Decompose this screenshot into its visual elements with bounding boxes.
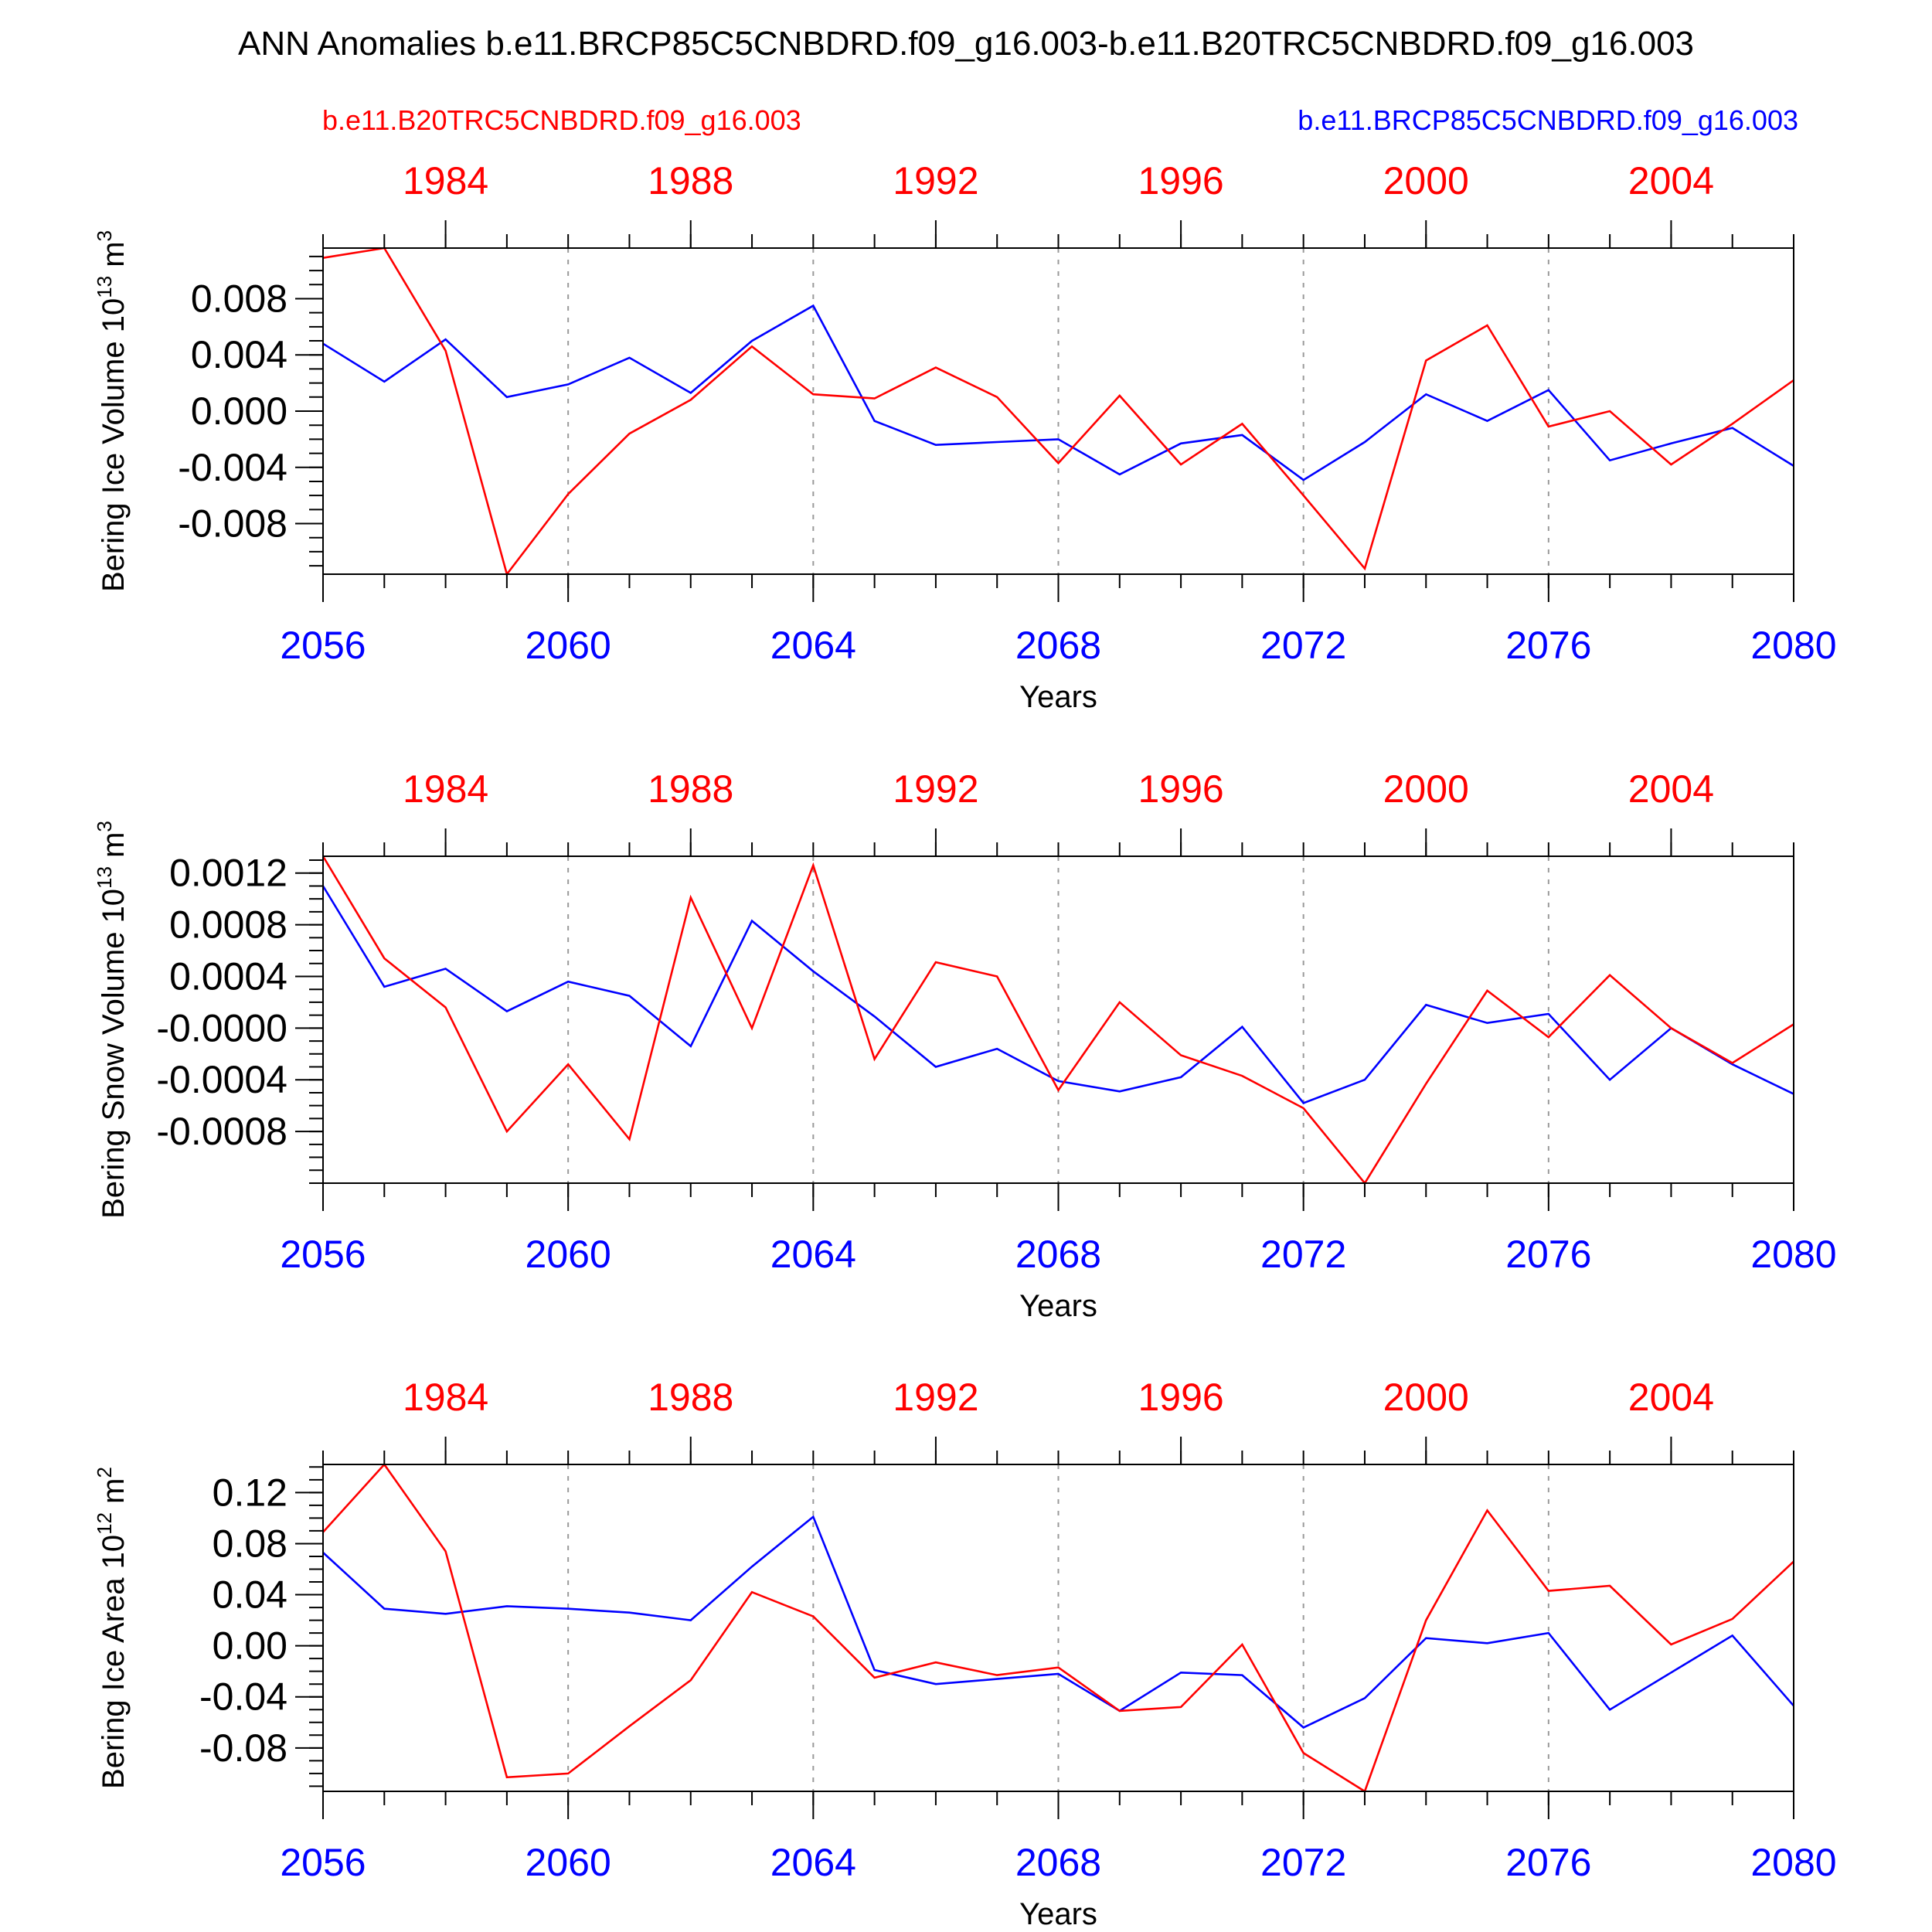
legend-rcp85: b.e11.BRCP85C5CNBDRD.f09_g16.003 bbox=[1298, 104, 1798, 136]
y-tick-label: 0.12 bbox=[213, 1471, 287, 1514]
x-tick-label: 2072 bbox=[1260, 624, 1346, 667]
x-tick-label: 2056 bbox=[280, 624, 366, 667]
y-axis-title-text: Bering Snow Volume 10 bbox=[97, 889, 131, 1219]
panel-2: 2056 2060 2064 2068 2072 2076 2080 1984 1988 1992… bbox=[93, 767, 1837, 1323]
panel-3: 2056 2060 2064 2068 2072 2076 2080 1984 1988 1992… bbox=[93, 1376, 1837, 1931]
y-tick-label: 0.004 bbox=[191, 333, 287, 376]
y-tick-label: -0.04 bbox=[199, 1675, 287, 1719]
x-tick-label: 2060 bbox=[526, 1233, 611, 1276]
y-axis-title-unit-exponent: 3 bbox=[93, 230, 116, 241]
y-tick-label: 0.0004 bbox=[169, 954, 287, 998]
x2-tick-label: 1988 bbox=[648, 767, 733, 811]
y-axis-title-exponent: 12 bbox=[93, 1512, 116, 1535]
x-tick-label: 2064 bbox=[770, 1233, 856, 1276]
x2-tick-label: 1988 bbox=[648, 159, 733, 202]
legend-historical: b.e11.B20TRC5CNBDRD.f09_g16.003 bbox=[322, 104, 801, 136]
y-tick-label: 0.08 bbox=[213, 1522, 287, 1565]
x-tick-label: 2056 bbox=[280, 1233, 366, 1276]
x-axis-title: Years bbox=[1019, 1897, 1097, 1931]
panel-1: 2056 2060 2064 2068 2072 2076 2080 1984 1988 1992… bbox=[93, 159, 1837, 714]
x2-tick-label: 1984 bbox=[403, 767, 488, 811]
x2-tick-label: 1996 bbox=[1138, 1376, 1223, 1419]
x-tick-label: 2068 bbox=[1015, 1233, 1101, 1276]
x-tick-label: 2080 bbox=[1750, 1841, 1836, 1884]
x2-tick-label: 2004 bbox=[1628, 767, 1714, 811]
x-tick-label: 2064 bbox=[770, 624, 856, 667]
y-tick-label: 0.008 bbox=[191, 277, 287, 320]
x2-tick-label: 2000 bbox=[1383, 159, 1469, 202]
x2-tick-label: 1992 bbox=[893, 159, 978, 202]
x-tick-label: 2056 bbox=[280, 1841, 366, 1884]
y-tick-label: 0.0012 bbox=[169, 852, 287, 895]
x-tick-label: 2060 bbox=[526, 1841, 611, 1884]
x-tick-label: 2080 bbox=[1750, 624, 1836, 667]
y-axis-title: Bering Ice Volume 1013 m3 bbox=[93, 230, 131, 592]
x-axis-title: Years bbox=[1019, 1289, 1097, 1323]
y-tick-label: 0.000 bbox=[191, 389, 287, 433]
x-tick-label: 2076 bbox=[1505, 1841, 1591, 1884]
x2-tick-label: 2000 bbox=[1383, 1376, 1469, 1419]
y-axis-title-unit: m bbox=[97, 241, 131, 275]
series-line-historical bbox=[321, 855, 1794, 1185]
x2-tick-label: 2004 bbox=[1628, 159, 1714, 202]
x-tick-label: 2064 bbox=[770, 1841, 856, 1884]
series-line-rcp85 bbox=[322, 1515, 1794, 1729]
x2-tick-label: 1992 bbox=[893, 1376, 978, 1419]
y-axis-title-text: Bering Ice Volume 10 bbox=[97, 298, 131, 592]
x2-tick-label: 1984 bbox=[403, 159, 488, 202]
x2-tick-label: 1988 bbox=[648, 1376, 733, 1419]
chart-title: ANN Anomalies b.e11.BRCP85C5CNBDRD.f09_g… bbox=[238, 25, 1694, 63]
y-axis-title-text: Bering Ice Area 10 bbox=[97, 1535, 131, 1789]
y-tick-label: -0.0008 bbox=[156, 1110, 287, 1153]
y-tick-label: -0.008 bbox=[178, 502, 287, 546]
y-axis-title-exponent: 13 bbox=[93, 866, 116, 889]
x-tick-label: 2076 bbox=[1505, 624, 1591, 667]
x2-tick-label: 2004 bbox=[1628, 1376, 1714, 1419]
y-tick-label: -0.08 bbox=[199, 1726, 287, 1770]
x-tick-label: 2076 bbox=[1505, 1233, 1591, 1276]
series-line-rcp85 bbox=[321, 885, 1794, 1104]
x-tick-label: 2080 bbox=[1750, 1233, 1836, 1276]
y-tick-label: 0.00 bbox=[213, 1624, 287, 1668]
y-axis-title-exponent: 13 bbox=[93, 276, 116, 298]
x2-tick-label: 2000 bbox=[1383, 767, 1469, 811]
y-tick-label: -0.004 bbox=[178, 446, 287, 489]
x2-tick-label: 1996 bbox=[1138, 159, 1223, 202]
y-tick-label: -0.0004 bbox=[156, 1058, 287, 1101]
y-axis-title: Bering Ice Area 1012 m2 bbox=[93, 1467, 131, 1789]
series-line-rcp85 bbox=[322, 304, 1794, 481]
x-tick-label: 2072 bbox=[1260, 1233, 1346, 1276]
x-tick-label: 2068 bbox=[1015, 1841, 1101, 1884]
x2-tick-label: 1992 bbox=[893, 767, 978, 811]
x-tick-label: 2068 bbox=[1015, 624, 1101, 667]
y-axis-title-unit-exponent: 2 bbox=[93, 1467, 116, 1478]
y-tick-label: 0.0008 bbox=[169, 903, 287, 947]
y-axis-title: Bering Snow Volume 1013 m3 bbox=[93, 821, 131, 1219]
series-line-historical bbox=[322, 1462, 1794, 1793]
x-tick-label: 2060 bbox=[526, 624, 611, 667]
y-tick-label: -0.0000 bbox=[156, 1006, 287, 1049]
x-tick-label: 2072 bbox=[1260, 1841, 1346, 1884]
y-tick-label: 0.04 bbox=[213, 1573, 287, 1617]
y-axis-title-unit: m bbox=[97, 832, 131, 866]
x-axis-title: Years bbox=[1019, 680, 1097, 714]
series-line-historical bbox=[322, 247, 1794, 577]
y-axis-title-unit: m bbox=[97, 1478, 131, 1512]
y-axis-title-unit-exponent: 3 bbox=[93, 821, 116, 832]
x2-tick-label: 1984 bbox=[403, 1376, 488, 1419]
x2-tick-label: 1996 bbox=[1138, 767, 1223, 811]
